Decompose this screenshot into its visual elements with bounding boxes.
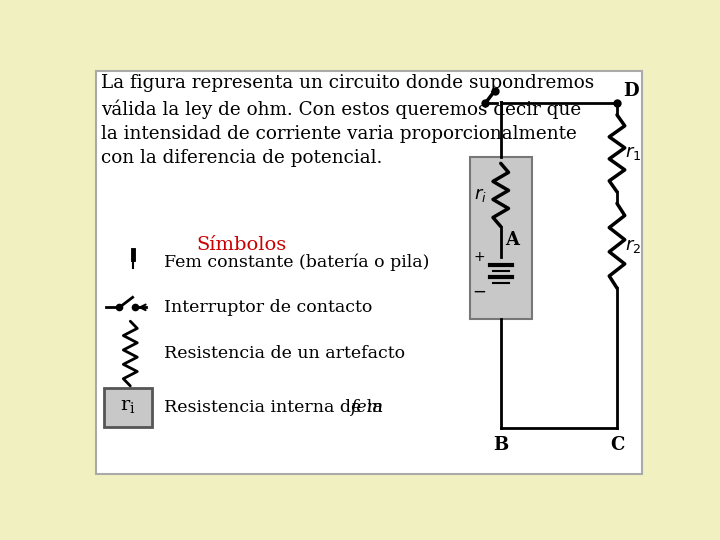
Text: Resistencia interna de la: Resistencia interna de la xyxy=(163,399,388,416)
Text: +: + xyxy=(473,251,485,264)
Text: A: A xyxy=(505,231,519,249)
Text: fem: fem xyxy=(350,399,383,416)
Text: Fem constante (batería o pila): Fem constante (batería o pila) xyxy=(163,253,429,271)
Text: $r_1$: $r_1$ xyxy=(625,144,641,163)
Bar xyxy=(104,388,152,427)
Text: B: B xyxy=(493,436,508,454)
Text: Resistencia de un artefacto: Resistencia de un artefacto xyxy=(163,345,405,362)
Text: La figura representa un circuito donde supondremos
válida la ley de ohm. Con est: La figura representa un circuito donde s… xyxy=(101,74,594,167)
Text: D: D xyxy=(624,82,639,100)
Text: r$_\mathregular{i}$: r$_\mathregular{i}$ xyxy=(120,399,136,416)
Text: $r_i$: $r_i$ xyxy=(474,186,487,204)
Text: C: C xyxy=(610,436,624,454)
Text: −: − xyxy=(472,282,486,300)
Text: Interruptor de contacto: Interruptor de contacto xyxy=(163,299,372,316)
Text: $r_2$: $r_2$ xyxy=(625,237,641,255)
Text: Símbolos: Símbolos xyxy=(196,236,287,254)
FancyBboxPatch shape xyxy=(96,71,642,475)
Bar xyxy=(469,157,532,319)
